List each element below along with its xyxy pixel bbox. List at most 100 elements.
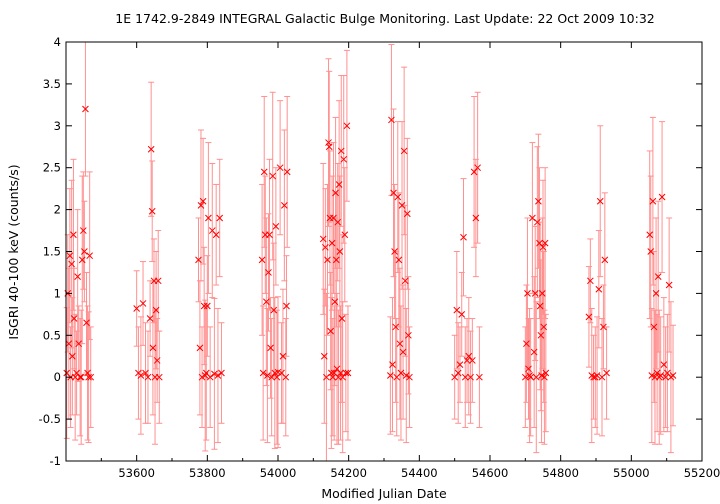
data-point [339,373,347,381]
data-point [460,233,467,241]
data-point-stroke [282,373,290,381]
data-point-stroke [320,352,328,360]
data-point-stroke [327,369,335,377]
data-point [77,373,85,381]
data-point-stroke [392,323,400,331]
data-point-stroke [70,315,78,322]
data-point [538,290,546,297]
data-point-stroke [152,306,160,314]
data-point-stroke [401,277,409,285]
y-tick-label: -0.5 [39,412,61,426]
data-point-stroke [463,357,471,364]
data-point-stroke [211,370,218,378]
data-point [461,373,469,381]
data-point-stroke [197,202,205,209]
data-point [536,302,544,310]
data-point-stroke [540,323,548,331]
data-point [521,373,529,381]
data-point [395,256,403,264]
data-point-stroke [332,189,339,197]
data-point [453,306,461,314]
data-point-stroke [538,372,545,379]
data-point-stroke [338,315,346,322]
data-point [525,365,532,373]
data-point [601,256,609,264]
data-point [78,256,86,264]
data-point-stroke [461,373,469,381]
data-point-stroke [71,373,79,381]
data-point [530,348,538,356]
data-point [81,248,88,255]
data-point-stroke [266,231,273,239]
data-point-stroke [77,373,85,381]
data-point-stroke [264,372,271,379]
data-point-stroke [524,290,531,297]
data-point [600,323,607,331]
data-point-stroke [279,352,287,360]
data-point-stroke [323,373,330,381]
data-point-stroke [330,369,338,377]
data-point-stroke [153,357,161,364]
data-point [342,369,350,377]
data-point-stroke [603,369,610,377]
data-point-stroke [327,327,335,335]
data-point [337,147,345,155]
data-point-stroke [388,116,395,124]
data-point [70,315,78,322]
data-point-stroke [262,298,270,306]
data-point [340,155,348,163]
data-point [74,273,82,280]
data-point-stroke [344,369,352,377]
data-point-stroke [329,373,337,381]
data-point [456,361,464,368]
data-point-stroke [83,319,90,327]
y-tick-label: 0.5 [43,328,61,342]
axis-ticks: -1 -0.5 0 0.5 1 1.5 2 2.5 3 3.5 4 53600 53800 54000 54… [39,35,720,480]
data-point [149,344,157,352]
data-point-stroke [532,373,540,381]
data-point [335,181,343,188]
data-point [535,197,542,205]
data-point [82,105,89,113]
data-point-stroke [283,302,290,310]
data-point [399,348,407,356]
data-point-stroke [69,352,76,360]
data-point [338,315,346,322]
data-point-stroke [595,285,603,293]
data-point [83,319,90,327]
data-point-stroke [600,323,607,331]
data-point [541,373,548,381]
data-point [71,373,79,381]
data-point [154,277,162,285]
data-point-stroke [149,344,157,352]
data-point [266,231,273,239]
data-point-stroke [399,348,407,356]
y-tick-label: 2.5 [43,161,61,175]
data-point [214,372,222,379]
data-point [658,193,666,201]
data-point-stroke [536,239,543,247]
data-point-stroke [65,340,73,348]
data-point-stroke [395,256,403,264]
data-point [133,305,141,312]
data-point [321,243,329,251]
data-point [270,306,278,314]
data-point [458,310,466,318]
data-point [590,373,597,381]
data-point [69,352,76,360]
data-point-stroke [334,218,342,226]
data-point-stroke [258,256,266,264]
data-point-stroke [406,373,413,381]
y-axis-label: ISGRI 40-100 keV (counts/s) [6,164,21,339]
data-point-stroke [652,290,660,297]
y-tick-label: 3 [54,119,61,133]
data-point [405,331,412,339]
data-point-stroke [335,181,343,188]
data-point-stroke [536,302,544,310]
data-point-stroke [460,233,467,241]
data-point-stroke [84,369,91,377]
y-tick-label: 0 [54,370,61,384]
data-point [152,306,160,314]
data-point-stroke [276,164,284,172]
data-point [155,373,163,381]
